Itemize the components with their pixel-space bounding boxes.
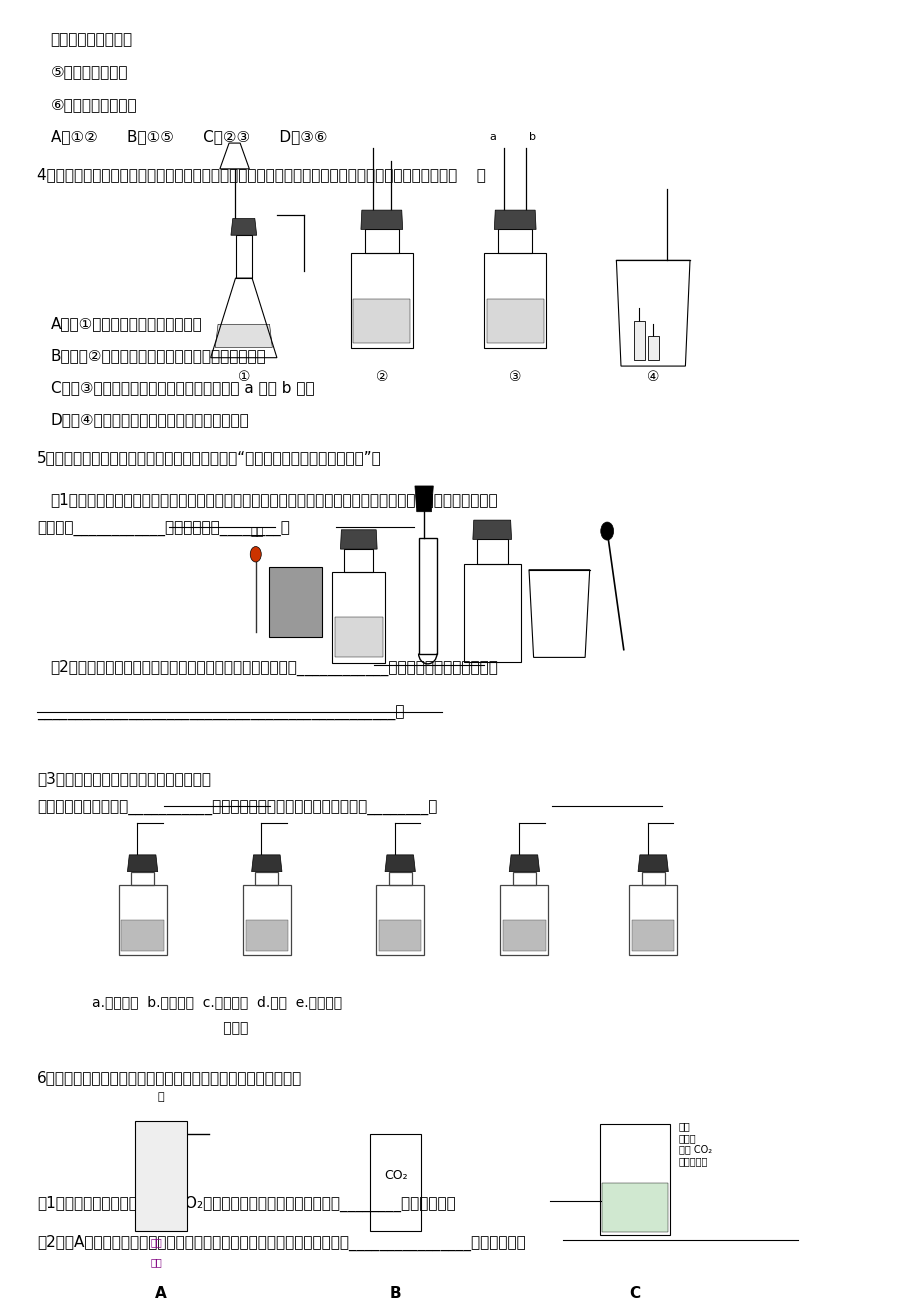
Text: A．图①能成功制备并收集二氧化碳: A．图①能成功制备并收集二氧化碳: [51, 316, 202, 331]
Text: （3）如图所示是小明实验时的主要操作。: （3）如图所示是小明实验时的主要操作。: [37, 771, 210, 786]
Polygon shape: [631, 921, 674, 952]
Polygon shape: [121, 921, 164, 952]
Circle shape: [250, 547, 261, 562]
Circle shape: [600, 522, 613, 540]
Text: C: C: [629, 1286, 640, 1302]
Text: ③: ③: [508, 370, 521, 384]
Text: （1）上述实验中出现的现象，与CO₂的物理性质和化学性质都有关的是________（填字母）。: （1）上述实验中出现的现象，与CO₂的物理性质和化学性质都有关的是_______…: [37, 1197, 455, 1212]
Polygon shape: [503, 921, 545, 952]
Polygon shape: [379, 921, 421, 952]
Text: （2）若要验证所制气体确实是二氧化碳，还需增加的药品是____________，有关反应的化学方程式为: （2）若要验证所制气体确实是二氧化碳，还需增加的药品是____________，…: [51, 660, 498, 676]
Polygon shape: [252, 855, 281, 871]
Text: 6．化学课堂上老师演示了如图所示的几个实验，回答下列问题。: 6．化学课堂上老师演示了如图所示的几个实验，回答下列问题。: [37, 1070, 301, 1085]
Text: （2）图A所示实验中，紫色干花（用石蕊溶液浸泡过）最终会变红，原因是________________（用化学方程: （2）图A所示实验中，紫色干花（用石蕊溶液浸泡过）最终会变红，原因是______…: [37, 1234, 525, 1251]
Polygon shape: [220, 143, 249, 169]
Polygon shape: [268, 568, 322, 637]
Text: 干花: 干花: [151, 1256, 162, 1267]
Polygon shape: [231, 219, 256, 236]
Text: 水: 水: [157, 1092, 165, 1101]
Polygon shape: [245, 921, 288, 952]
Polygon shape: [135, 1121, 187, 1230]
Text: CO₂: CO₂: [151, 1161, 171, 1172]
Text: ②: ②: [375, 370, 388, 384]
Text: 缺仪器是____________，所缺药品是________。: 缺仪器是____________，所缺药品是________。: [37, 522, 289, 538]
Text: _______________________________________________。: ________________________________________…: [37, 707, 403, 721]
Polygon shape: [128, 855, 157, 871]
Polygon shape: [601, 1184, 667, 1232]
Text: ①: ①: [237, 370, 250, 384]
Text: ⑤试管内溶液变蓝: ⑤试管内溶液变蓝: [51, 65, 128, 79]
Polygon shape: [486, 298, 543, 342]
Text: 〃试管内液面不上升: 〃试管内液面不上升: [51, 33, 132, 47]
Text: 石灰石: 石灰石: [286, 596, 304, 607]
Text: CO₂: CO₂: [383, 1169, 407, 1182]
Text: （1）如图所示是实验桌上摊放好的该实验所需的用品，小明同学发现其中缺少了一种实验仪器和一种药品，所: （1）如图所示是实验桌上摊放好的该实验所需的用品，小明同学发现其中缺少了一种实验…: [51, 492, 498, 508]
Polygon shape: [472, 519, 511, 539]
Text: 火柴: 火柴: [250, 527, 263, 538]
Text: a: a: [489, 132, 496, 142]
Polygon shape: [340, 530, 377, 549]
Polygon shape: [633, 322, 644, 359]
Text: 4．如图所示，锥形瓶内装有石灰石，通过长颈漏斗向锥形瓶中注入稀盐酸，下列能达到目的的实验是（    ）: 4．如图所示，锥形瓶内装有石灰石，通过长颈漏斗向锥形瓶中注入稀盐酸，下列能达到目…: [37, 168, 485, 182]
Text: 紫色: 紫色: [151, 1237, 162, 1247]
Polygon shape: [509, 855, 539, 871]
Text: B: B: [390, 1286, 401, 1302]
Text: a.加入药品  b.收集气体  c.检查装置  d.验满  e.清洗仪器: a.加入药品 b.收集气体 c.检查装置 d.验满 e.清洗仪器: [92, 995, 342, 1009]
Text: 5．小明同学在实验操作考核中，要完成的题目是“二氧化碳的制备、收集和验满”。: 5．小明同学在实验操作考核中，要完成的题目是“二氧化碳的制备、收集和验满”。: [37, 450, 381, 465]
Text: 澄清
石灰水
盛满 CO₂
的软塑料瓶: 澄清 石灰水 盛满 CO₂ 的软塑料瓶: [678, 1121, 711, 1167]
Text: B．若图②中试剂为澄清石灰水，则可检验二氧化碳: B．若图②中试剂为澄清石灰水，则可检验二氧化碳: [51, 348, 267, 363]
Text: A: A: [155, 1286, 166, 1302]
Text: ④: ④: [646, 370, 659, 384]
Text: b: b: [528, 132, 536, 142]
Polygon shape: [353, 298, 410, 342]
Text: D．图④可证明二氧化碳密度比空气大且能灭火: D．图④可证明二氧化碳密度比空气大且能灭火: [51, 413, 249, 427]
Text: A．①②      B．①⑤      C．②③      D．③⑥: A．①② B．①⑤ C．②③ D．③⑥: [51, 129, 327, 145]
Polygon shape: [215, 324, 272, 348]
Polygon shape: [360, 210, 403, 229]
Polygon shape: [647, 336, 658, 359]
Text: 这些操作的正确顺序是___________（填字母，下同），其中操作有误的是________。: 这些操作的正确顺序是___________（填字母，下同），其中操作有误的是__…: [37, 801, 437, 815]
Text: C．图③用排水法收集二氧化碳，则气体应由 a 管进 b 管出: C．图③用排水法收集二氧化碳，则气体应由 a 管进 b 管出: [51, 380, 314, 396]
Text: ⑥试管内溶液不变色: ⑥试管内溶液不变色: [51, 96, 137, 112]
Polygon shape: [494, 210, 536, 229]
Polygon shape: [638, 855, 667, 871]
Polygon shape: [385, 855, 414, 871]
Polygon shape: [414, 486, 433, 512]
Text: 气密性: 气密性: [92, 1021, 248, 1035]
Polygon shape: [335, 617, 382, 658]
